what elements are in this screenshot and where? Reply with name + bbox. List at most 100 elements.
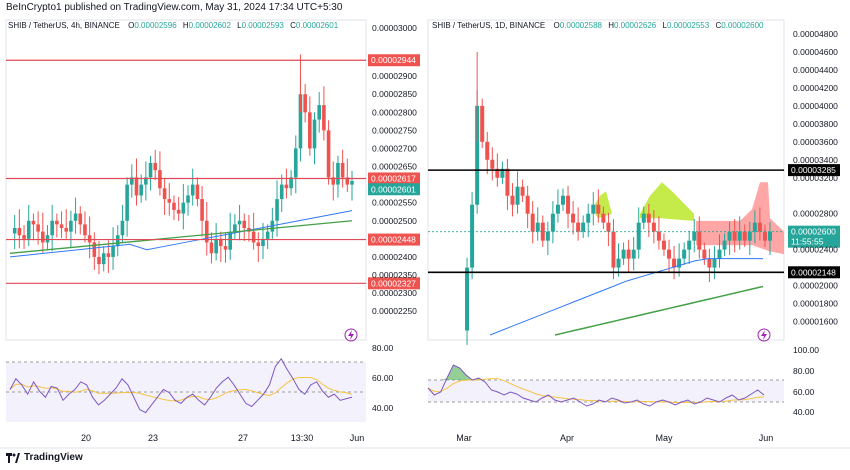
right-rsi-overbought-fill bbox=[434, 365, 486, 380]
right-candle-body bbox=[510, 195, 515, 205]
left-y-tick: 0.00002500 bbox=[372, 216, 417, 226]
right-rsi-band bbox=[428, 380, 784, 402]
right-candle-body bbox=[667, 249, 672, 259]
right-candles bbox=[465, 51, 772, 345]
right-x-axis: Mar Apr May Jun bbox=[456, 433, 773, 443]
left-candle-body bbox=[64, 228, 69, 232]
left-candle-body bbox=[242, 220, 247, 228]
left-candle-body bbox=[214, 238, 218, 254]
left-y-axis: 0.00003000 0.00002900 0.00002850 0.00002800… bbox=[372, 23, 417, 316]
left-candle-body bbox=[312, 119, 317, 149]
right-candle-body bbox=[712, 258, 717, 268]
right-x-tick: Jun bbox=[759, 433, 774, 443]
right-candle-body bbox=[737, 231, 742, 241]
right-candle-body bbox=[591, 204, 596, 214]
left-candle-body bbox=[130, 177, 134, 185]
left-candle-body bbox=[31, 220, 36, 225]
right-rsi-line bbox=[427, 364, 765, 407]
left-rsi-tick: 60.00 bbox=[372, 373, 394, 383]
left-candle-body bbox=[275, 199, 279, 221]
left-candle-body bbox=[350, 181, 354, 185]
right-candle-body bbox=[757, 222, 762, 232]
left-candle-body bbox=[223, 246, 228, 250]
right-candle-body bbox=[697, 231, 702, 250]
left-candle-body bbox=[209, 242, 214, 254]
left-ma-blue-line bbox=[9, 210, 353, 258]
left-candle-body bbox=[69, 220, 73, 232]
right-candle-body bbox=[530, 213, 535, 232]
right-candle-body bbox=[576, 222, 581, 232]
right-y-tick: 0.00003200 bbox=[793, 173, 838, 183]
right-x-tick: Apr bbox=[560, 433, 574, 443]
right-candle-body bbox=[560, 195, 565, 205]
right-candle-body bbox=[545, 231, 550, 241]
left-candle-body bbox=[251, 231, 256, 243]
left-y-tick: 0.00002250 bbox=[372, 306, 417, 316]
left-candle-body bbox=[326, 130, 331, 178]
left-candle-body bbox=[289, 177, 293, 189]
left-candle-body bbox=[87, 235, 92, 243]
right-candle-body bbox=[717, 249, 722, 259]
left-candle-body bbox=[36, 224, 40, 232]
left-rsi-ma-line bbox=[9, 376, 353, 402]
left-candle-body bbox=[331, 177, 336, 185]
right-y-tick: 0.00003400 bbox=[793, 155, 838, 165]
right-candle-body bbox=[672, 258, 677, 268]
right-candle-body bbox=[495, 168, 500, 178]
left-candle-body bbox=[73, 213, 78, 221]
left-low-value: 0.00002593 bbox=[242, 21, 285, 30]
left-candle-body bbox=[195, 184, 200, 200]
left-rsi-tick: 80.00 bbox=[372, 343, 394, 353]
left-x-tick: Jun bbox=[350, 433, 365, 443]
right-level-label: 0.00002148 bbox=[791, 267, 836, 277]
left-last-price-badge bbox=[368, 183, 420, 196]
right-candle-body bbox=[768, 231, 772, 241]
right-candle-body bbox=[465, 267, 470, 331]
left-candle-body bbox=[78, 213, 83, 225]
left-candle-body bbox=[97, 256, 101, 265]
right-y-tick: 0.00001600 bbox=[793, 317, 838, 327]
right-candle-body bbox=[571, 213, 576, 223]
left-x-tick: 20 bbox=[81, 433, 91, 443]
right-candle-body bbox=[742, 231, 747, 241]
left-candle-body bbox=[101, 253, 106, 265]
left-y-tick: 0.00002400 bbox=[372, 252, 417, 262]
left-candle-body bbox=[17, 228, 22, 236]
right-legend: SHIB / TetherUS, 1D, BINANCE O0.00002588… bbox=[432, 21, 764, 30]
left-candle-body bbox=[83, 224, 87, 236]
right-candle-body bbox=[525, 195, 530, 214]
left-x-tick: 23 bbox=[148, 433, 158, 443]
right-chart-panel[interactable]: SHIB / TetherUS, 1D, BINANCE O0.00002588… bbox=[427, 19, 840, 443]
left-level-label: 0.00002327 bbox=[371, 278, 416, 288]
left-candle-body bbox=[317, 105, 322, 120]
left-candle-body bbox=[115, 235, 120, 247]
left-candle-body bbox=[12, 228, 17, 234]
right-rsi-tick: 40.00 bbox=[793, 407, 815, 417]
right-y-tick: 0.00002800 bbox=[793, 209, 838, 219]
right-pair-label: SHIB / TetherUS, 1D, BINANCE bbox=[432, 21, 545, 30]
left-price-pane bbox=[5, 19, 367, 341]
right-candle-body bbox=[641, 213, 646, 223]
right-candle-body bbox=[520, 186, 525, 196]
left-candle-body bbox=[59, 224, 64, 228]
left-candle-body bbox=[92, 242, 97, 257]
left-pair-label: SHIB / TetherUS, 4h, BINANCE bbox=[8, 21, 120, 30]
left-candle-body bbox=[181, 202, 186, 214]
left-candle-body bbox=[340, 162, 345, 178]
right-lightning-icon[interactable] bbox=[757, 328, 771, 342]
left-candle-body bbox=[298, 94, 303, 149]
left-lightning-icon[interactable] bbox=[344, 328, 358, 342]
right-x-tick: Mar bbox=[456, 433, 472, 443]
left-candle-body bbox=[172, 202, 176, 210]
left-y-tick: 0.00002300 bbox=[372, 288, 417, 298]
right-candle-body bbox=[621, 249, 626, 259]
left-candle-body bbox=[40, 231, 45, 243]
right-high-value: 0.00002626 bbox=[614, 21, 657, 30]
left-candle-body bbox=[219, 238, 223, 247]
right-candle-body bbox=[485, 141, 490, 160]
left-chart-panel[interactable]: SHIB / TetherUS, 4h, BINANCE O0.00002596… bbox=[5, 19, 420, 443]
right-x-tick: May bbox=[655, 433, 673, 443]
right-last-price-label: 0.00002600 bbox=[791, 227, 836, 237]
left-x-tick: 27 bbox=[238, 433, 248, 443]
